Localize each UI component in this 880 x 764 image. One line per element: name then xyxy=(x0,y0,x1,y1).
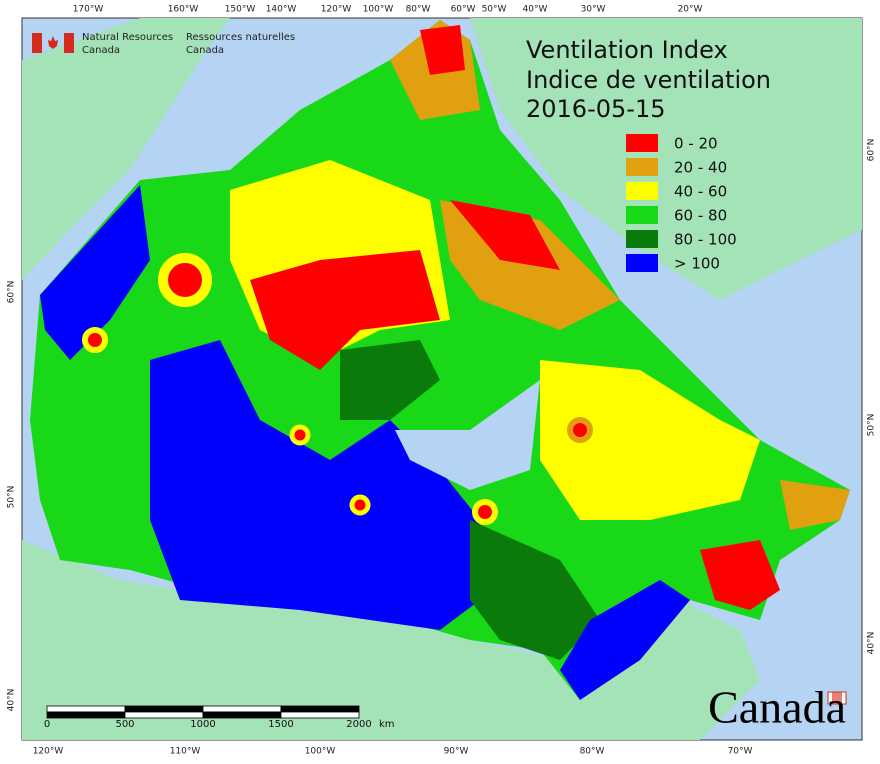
title: Ventilation Index xyxy=(526,36,728,64)
blob xyxy=(450,200,560,270)
legend-label: 20 - 40 xyxy=(674,159,727,177)
longitude-label: 20°W xyxy=(678,5,703,15)
longitude-label: 140°W xyxy=(266,5,297,15)
longitude-label: 50°W xyxy=(482,5,507,15)
logo xyxy=(32,33,74,53)
scale-segment xyxy=(280,705,360,713)
legend-label: 0 - 20 xyxy=(674,135,718,153)
longitude-label: 120°W xyxy=(33,747,64,757)
agency-fr: Ressources naturelles xyxy=(186,32,295,43)
hudson-bay xyxy=(395,380,540,490)
blob xyxy=(420,25,465,75)
legend-label: 40 - 60 xyxy=(674,183,727,201)
scale-segment xyxy=(46,711,126,719)
agency-en: Canada xyxy=(82,45,120,56)
scale-label: 1500 xyxy=(268,719,293,730)
legend-swatch xyxy=(626,134,658,152)
blob xyxy=(560,580,690,700)
legend-swatch xyxy=(626,254,658,272)
scale-label: 500 xyxy=(115,719,134,730)
blob xyxy=(567,417,593,443)
legend-swatch xyxy=(626,158,658,176)
agency-en: Natural Resources xyxy=(82,32,173,43)
longitude-label: 110°W xyxy=(170,747,201,757)
latitude-label: 40°N xyxy=(7,689,17,712)
latitude-label: 60°N xyxy=(867,139,877,162)
blob xyxy=(470,520,600,660)
longitude-label: 40°W xyxy=(523,5,548,15)
longitude-label: 170°W xyxy=(73,5,104,15)
greenland xyxy=(470,18,862,300)
blob xyxy=(82,327,108,353)
legend-label: > 100 xyxy=(674,255,720,273)
wordmark-flag xyxy=(832,692,842,704)
scale-segment xyxy=(46,705,126,713)
scale-segment xyxy=(124,705,204,713)
blob xyxy=(780,480,850,530)
latitude-label: 50°N xyxy=(867,414,877,437)
blob xyxy=(340,340,440,420)
agency-fr: Canada xyxy=(186,45,224,56)
title: Indice de ventilation xyxy=(526,66,771,94)
longitude-label: 120°W xyxy=(321,5,352,15)
blob xyxy=(700,540,780,610)
scale-bar: 0 500 1000 1500 2000 km xyxy=(44,705,395,730)
legend-swatch xyxy=(626,230,658,248)
legend-swatch xyxy=(626,182,658,200)
blob xyxy=(349,494,371,516)
blob xyxy=(472,499,498,525)
maple-leaf xyxy=(48,36,58,49)
blob xyxy=(158,253,212,307)
blob xyxy=(250,250,440,370)
longitude-label: 70°W xyxy=(728,747,753,757)
longitude-label: 90°W xyxy=(444,747,469,757)
index-field xyxy=(30,20,850,700)
graticule-labels: 170°W 160°W 150°W 140°W 120°W 100°W 80°W 60°W 50… xyxy=(7,5,877,757)
flag-bar xyxy=(32,33,42,53)
scale-segment xyxy=(280,711,360,719)
scale-segment xyxy=(202,711,282,719)
scale-label: 2000 xyxy=(346,719,371,730)
scale-unit: km xyxy=(379,719,395,730)
latitude-label: 60°N xyxy=(7,281,17,304)
longitude-label: 80°W xyxy=(406,5,431,15)
scale-label: 0 xyxy=(44,719,50,730)
longitude-label: 150°W xyxy=(225,5,256,15)
legend-label: 80 - 100 xyxy=(674,231,737,249)
latitude-label: 40°N xyxy=(867,632,877,655)
alaska xyxy=(22,18,230,280)
longitude-label: 30°W xyxy=(581,5,606,15)
scale-label: 1000 xyxy=(190,719,215,730)
wordmark: Canada xyxy=(708,682,846,733)
legend-swatch xyxy=(626,206,658,224)
blob xyxy=(540,360,760,520)
legend-label: 60 - 80 xyxy=(674,207,727,225)
blob xyxy=(40,185,150,360)
longitude-label: 60°W xyxy=(451,5,476,15)
scale-segment xyxy=(124,711,204,719)
longitude-label: 80°W xyxy=(580,747,605,757)
scale-segment xyxy=(202,705,282,713)
blob xyxy=(289,424,311,446)
longitude-label: 160°W xyxy=(168,5,199,15)
date: 2016-05-15 xyxy=(526,95,665,123)
flag-bar xyxy=(64,33,74,53)
latitude-label: 50°N xyxy=(7,486,17,509)
blob xyxy=(150,340,480,630)
longitude-label: 100°W xyxy=(363,5,394,15)
legend: 0 - 20 20 - 40 40 - 60 60 - 80 80 - 100 > 100 xyxy=(626,134,737,273)
longitude-label: 100°W xyxy=(305,747,336,757)
